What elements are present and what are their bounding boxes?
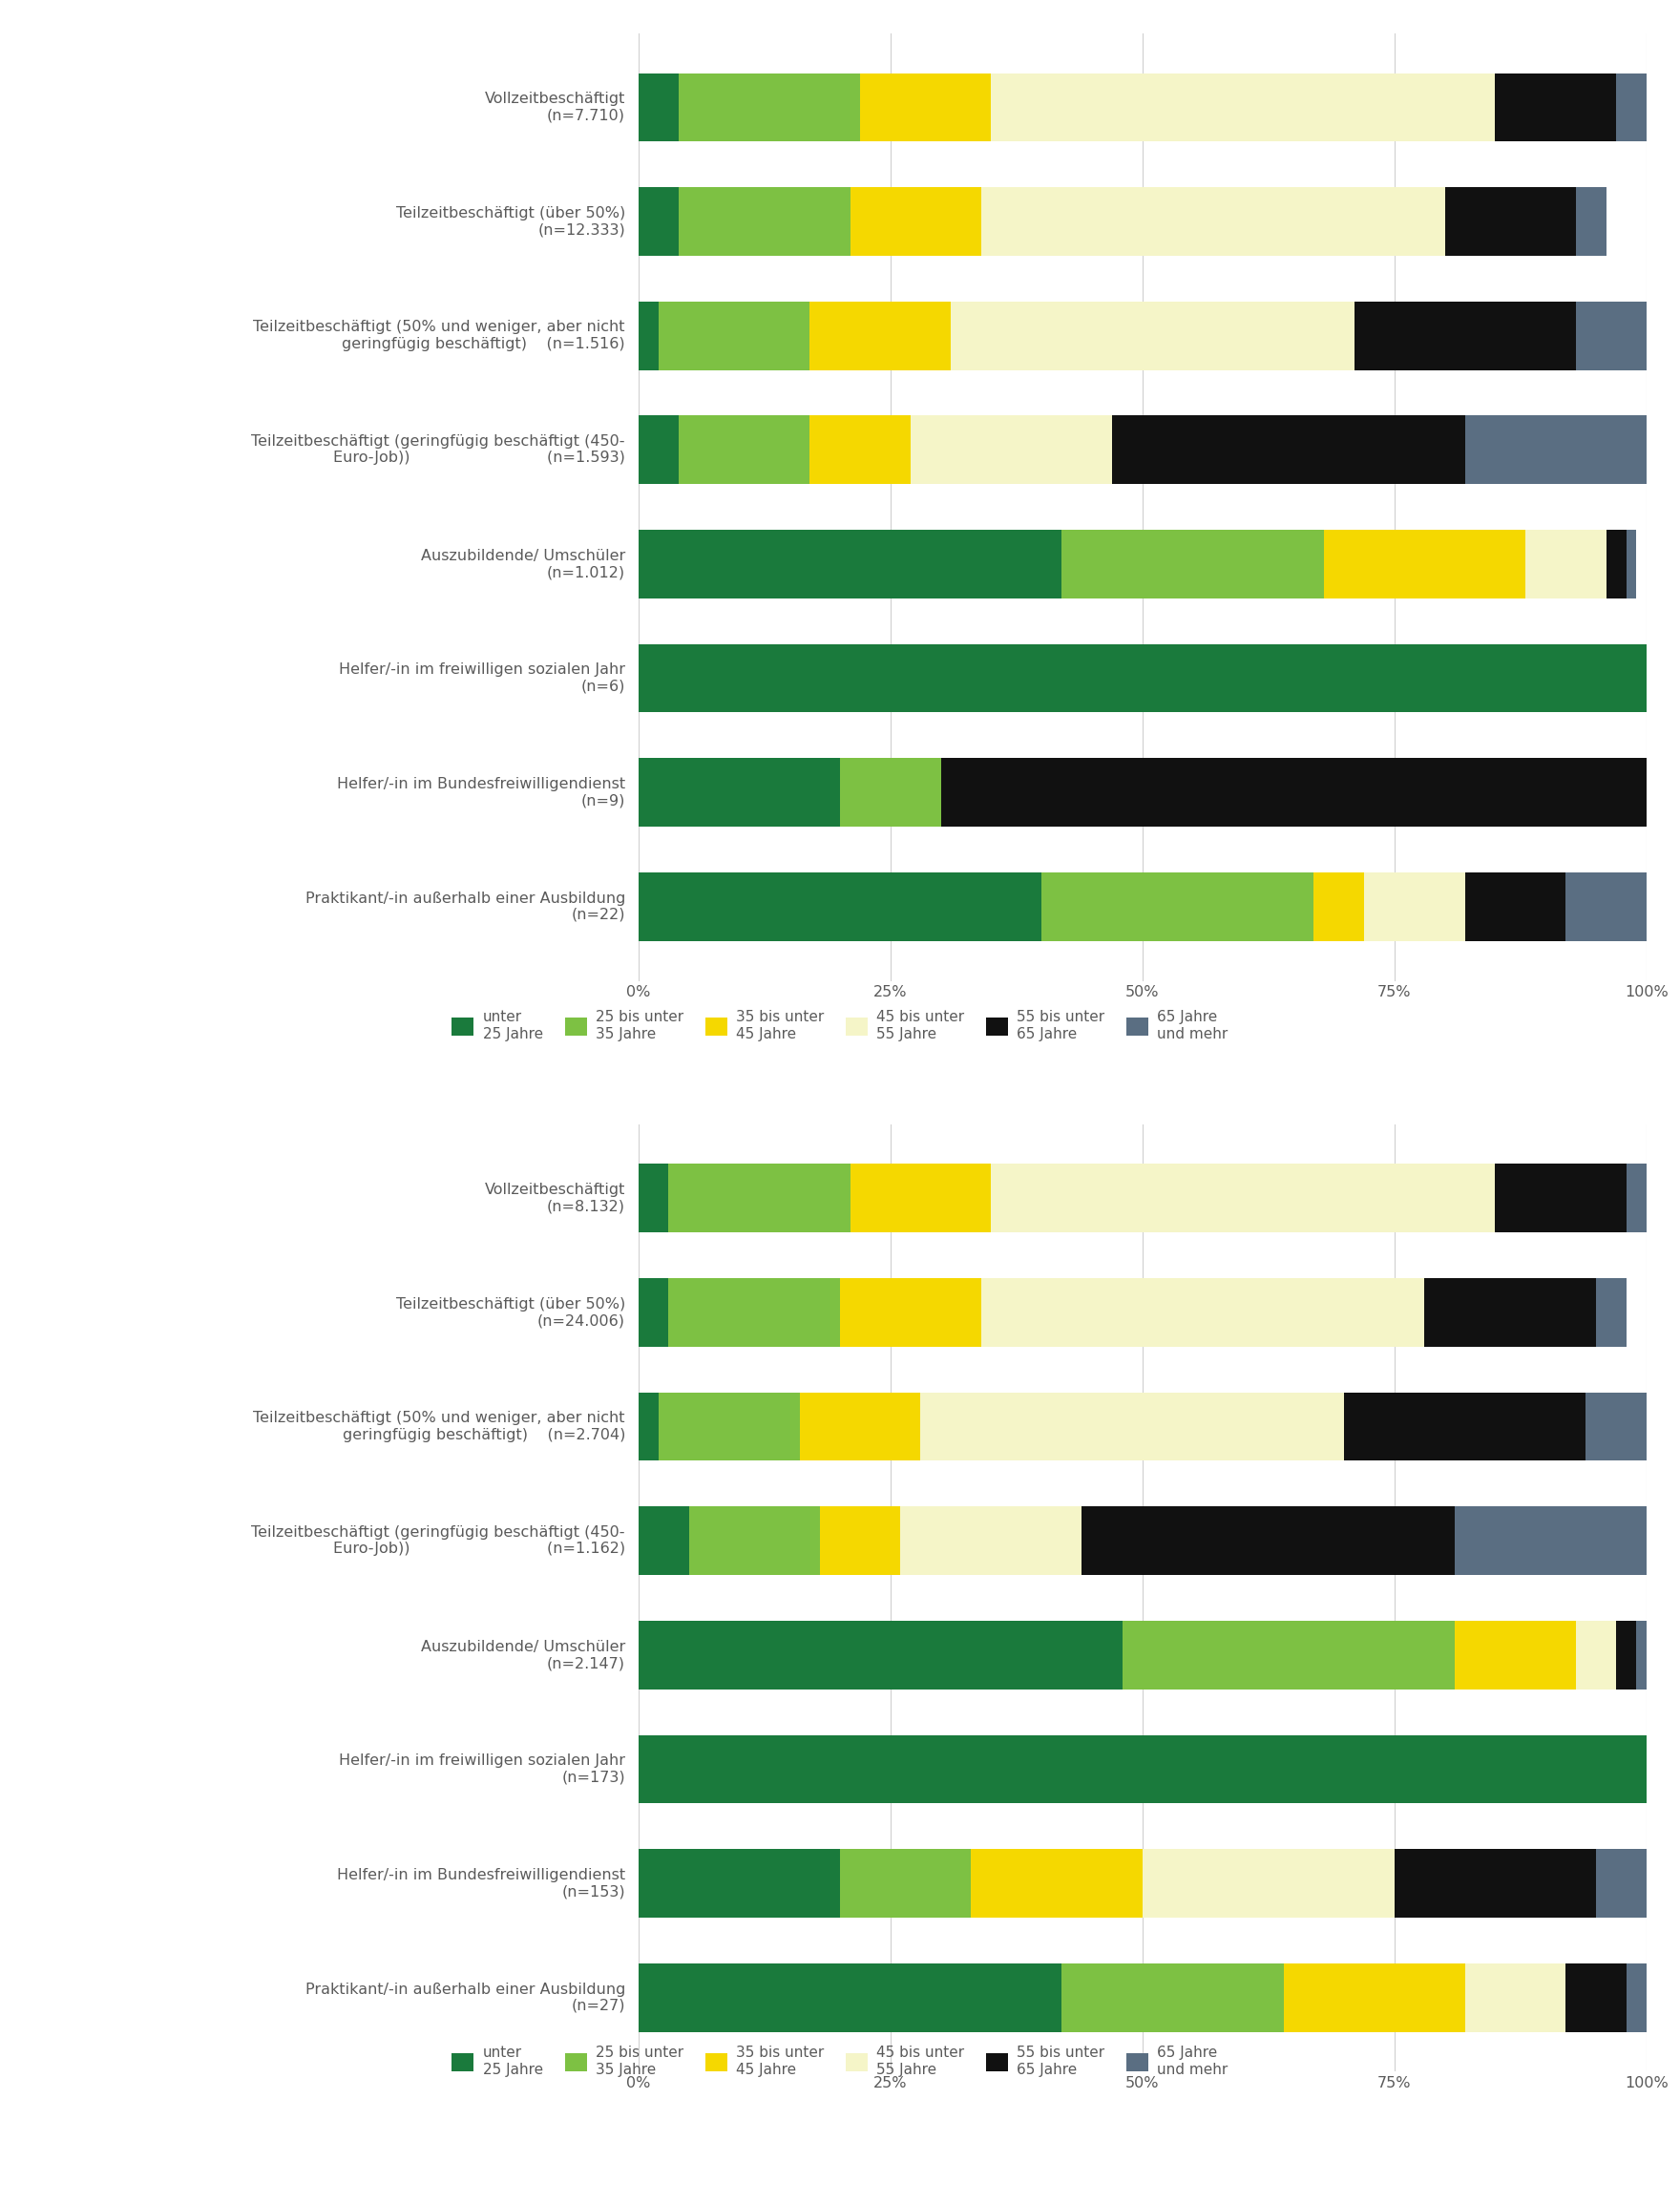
Bar (1354, 302, 1576, 370)
Bar (850, 187, 981, 256)
Bar (1142, 1849, 1394, 1917)
Bar (679, 417, 810, 485)
Bar (638, 1735, 1646, 1803)
Bar (1062, 1964, 1284, 2032)
Bar (981, 1278, 1425, 1347)
Bar (638, 1278, 669, 1347)
Bar (810, 302, 951, 370)
Bar (638, 529, 1062, 597)
Bar (1324, 529, 1525, 597)
Bar (1606, 529, 1626, 597)
Bar (638, 1964, 1062, 2032)
Bar (1586, 1393, 1646, 1461)
Bar (1465, 1964, 1566, 2032)
Bar (638, 73, 679, 141)
Bar (638, 1164, 669, 1232)
Bar (638, 187, 679, 256)
Bar (1525, 529, 1606, 597)
Bar (900, 1508, 1082, 1576)
Bar (659, 1393, 800, 1461)
Bar (638, 417, 679, 485)
Bar (1112, 417, 1465, 485)
Bar (1465, 873, 1566, 941)
Bar (800, 1393, 921, 1461)
Bar (941, 758, 1646, 826)
Bar (638, 1849, 840, 1917)
Bar (638, 873, 1042, 941)
Bar (1495, 1164, 1626, 1232)
Bar (679, 187, 850, 256)
Bar (1566, 1964, 1626, 2032)
Bar (1062, 529, 1324, 597)
Bar (820, 1508, 900, 1576)
Bar (1394, 1849, 1596, 1917)
Bar (669, 1278, 840, 1347)
Bar (1636, 1620, 1646, 1688)
Bar (689, 1508, 820, 1576)
Bar (860, 73, 991, 141)
Bar (1576, 302, 1646, 370)
Bar (1495, 73, 1616, 141)
Bar (1455, 1620, 1576, 1688)
Bar (951, 302, 1354, 370)
Bar (1082, 1508, 1455, 1576)
Bar (669, 1164, 850, 1232)
Bar (1455, 1508, 1646, 1576)
Bar (638, 644, 1646, 712)
Bar (1596, 1849, 1646, 1917)
Bar (659, 302, 810, 370)
Bar (1364, 873, 1465, 941)
Bar (840, 758, 941, 826)
Bar (1425, 1278, 1596, 1347)
Bar (1626, 1164, 1646, 1232)
Bar (1465, 417, 1646, 485)
Bar (1626, 529, 1636, 597)
Bar (638, 758, 840, 826)
Bar (1042, 873, 1314, 941)
Bar (1576, 187, 1606, 256)
Bar (1314, 873, 1364, 941)
Bar (840, 1849, 971, 1917)
Bar (810, 417, 911, 485)
Bar (1122, 1620, 1455, 1688)
Bar (1284, 1964, 1465, 2032)
Bar (921, 1393, 1344, 1461)
Bar (679, 73, 860, 141)
Bar (1596, 1278, 1626, 1347)
Bar (1616, 73, 1646, 141)
Bar (840, 1278, 981, 1347)
Bar (991, 73, 1495, 141)
Bar (1626, 1964, 1646, 2032)
Bar (1566, 873, 1646, 941)
Bar (638, 1620, 1122, 1688)
Bar (981, 187, 1445, 256)
Legend: unter
25 Jahre, 25 bis unter
35 Jahre, 35 bis unter
45 Jahre, 45 bis unter
55 Ja: unter 25 Jahre, 25 bis unter 35 Jahre, 3… (452, 1009, 1228, 1040)
Bar (1445, 187, 1576, 256)
Bar (911, 417, 1112, 485)
Legend: unter
25 Jahre, 25 bis unter
35 Jahre, 35 bis unter
45 Jahre, 45 bis unter
55 Ja: unter 25 Jahre, 25 bis unter 35 Jahre, 3… (452, 2045, 1228, 2076)
Bar (1576, 1620, 1616, 1688)
Bar (991, 1164, 1495, 1232)
Bar (638, 1508, 689, 1576)
Bar (1344, 1393, 1586, 1461)
Bar (638, 1393, 659, 1461)
Bar (638, 302, 659, 370)
Bar (971, 1849, 1142, 1917)
Bar (850, 1164, 991, 1232)
Bar (1616, 1620, 1636, 1688)
